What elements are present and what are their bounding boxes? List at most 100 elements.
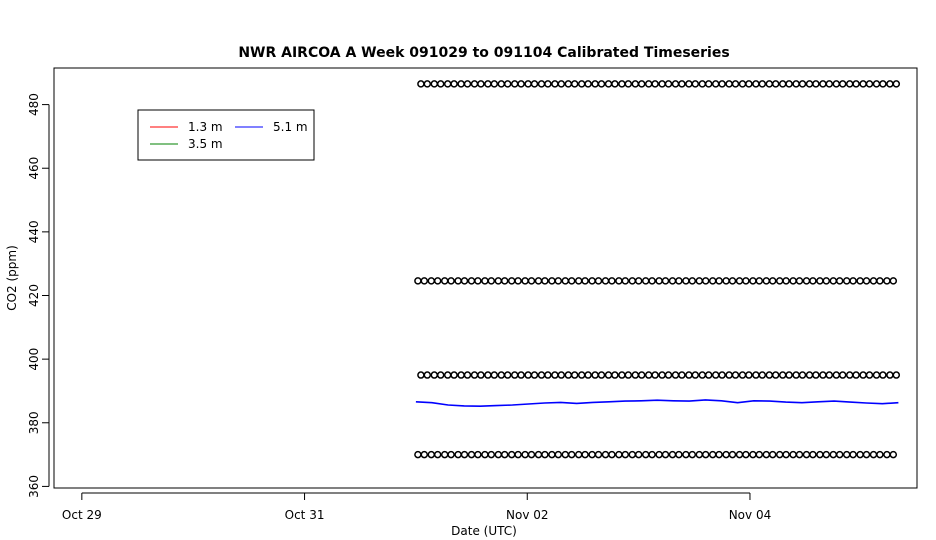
calibration-marker: [641, 450, 650, 459]
calibration-marker: [708, 277, 717, 285]
calibration-marker: [637, 80, 646, 88]
calibration-marker: [745, 80, 753, 88]
calibration-marker: [819, 80, 827, 88]
calibration-marker: [537, 371, 546, 379]
calibration-marker: [601, 450, 610, 459]
calibration-marker: [835, 277, 844, 285]
calibration-marker: [809, 450, 817, 459]
calibration-marker: [433, 277, 442, 285]
calibration-marker: [450, 80, 458, 88]
calibration-marker: [577, 371, 586, 379]
calibration-marker: [570, 371, 579, 379]
calibration-marker: [755, 450, 764, 459]
calibration-marker: [561, 450, 570, 459]
calibration-marker: [594, 277, 603, 285]
calibration-marker: [789, 450, 797, 459]
calibration-marker: [423, 371, 432, 379]
calibration-marker: [758, 371, 767, 379]
calibration-marker: [678, 371, 686, 379]
series-layer: [415, 399, 899, 408]
calibration-marker: [417, 371, 425, 379]
calibration-marker: [718, 371, 726, 379]
calibration-marker: [477, 80, 485, 88]
calibration-marker: [574, 277, 583, 285]
x-axis: Oct 29 Oct 31 Nov 02 Nov 04: [62, 492, 771, 522]
calibration-marker: [883, 277, 891, 285]
calibration-marker: [467, 277, 476, 285]
calibration-marker: [564, 80, 573, 88]
calibration-marker: [463, 371, 472, 379]
y-tick-label: 420: [27, 284, 41, 307]
calibration-marker: [762, 277, 771, 285]
calibration-marker: [460, 277, 469, 285]
calibration-marker: [561, 277, 570, 285]
calibration-marker: [722, 450, 730, 459]
calibration-marker: [510, 80, 519, 88]
calibration-marker: [711, 80, 720, 88]
calibration-marker: [879, 80, 887, 88]
calibration-marker: [631, 371, 640, 379]
calibration-marker: [457, 80, 465, 88]
calibration-marker: [644, 371, 653, 379]
calibration-marker: [615, 450, 623, 459]
calibration-marker: [494, 277, 503, 285]
calibration-marker: [584, 80, 592, 88]
calibration-marker: [521, 450, 529, 459]
calibration-marker: [507, 277, 516, 285]
calibration-marker: [611, 80, 619, 88]
calibration-marker: [816, 277, 824, 285]
calibration-marker: [648, 277, 656, 285]
calibration-marker: [886, 80, 894, 88]
calibration-marker: [534, 450, 543, 459]
calibration-marker: [838, 80, 847, 88]
calibration-marker: [651, 371, 659, 379]
y-tick-label: 360: [27, 475, 41, 498]
calibration-marker: [544, 371, 552, 379]
calibration-marker: [752, 371, 760, 379]
calibration-marker: [608, 277, 616, 285]
calibration-marker: [876, 277, 884, 285]
calibration-marker: [795, 450, 804, 459]
calibration-marker: [414, 277, 422, 285]
calibration-marker: [805, 80, 814, 88]
calibration-marker: [497, 80, 506, 88]
calibration-marker: [463, 80, 472, 88]
calibration-marker: [567, 277, 576, 285]
calibration-marker: [430, 371, 439, 379]
calibration-marker: [557, 80, 566, 88]
calibration-marker: [541, 450, 549, 459]
calibration-marker: [567, 450, 576, 459]
calibration-marker: [487, 450, 496, 459]
calibration-marker: [460, 450, 469, 459]
legend-box: [137, 109, 315, 161]
calibration-marker: [423, 80, 432, 88]
calibration-marker: [695, 450, 704, 459]
calibration-marker: [597, 371, 606, 379]
calibration-marker: [749, 450, 757, 459]
calibration-marker: [500, 450, 509, 459]
calibration-marker: [825, 80, 834, 88]
calibration-marker: [685, 80, 693, 88]
calibration-marker: [825, 371, 834, 379]
calibration-marker: [859, 371, 867, 379]
calibration-marker: [443, 371, 452, 379]
calibration-marker: [581, 277, 589, 285]
calibration-marker: [548, 450, 556, 459]
calibration-marker: [436, 371, 445, 379]
calibration-marker: [675, 277, 683, 285]
calibration-marker: [879, 371, 887, 379]
calibration-marker: [628, 450, 637, 459]
calibration-marker: [530, 371, 539, 379]
calibration-marker: [671, 371, 680, 379]
calibration-marker: [685, 371, 693, 379]
calibration-marker: [604, 80, 613, 88]
calibration-marker: [474, 450, 482, 459]
legend: 1.3 m 3.5 m 5.1 m: [137, 109, 315, 161]
y-axis-label: CO2 (ppm): [5, 245, 19, 311]
calibration-marker: [661, 277, 670, 285]
calibration-marker: [771, 371, 780, 379]
calibration-marker: [852, 371, 860, 379]
calibration-marker: [675, 450, 683, 459]
calibration-marker: [785, 80, 793, 88]
calibration-marker: [497, 371, 506, 379]
